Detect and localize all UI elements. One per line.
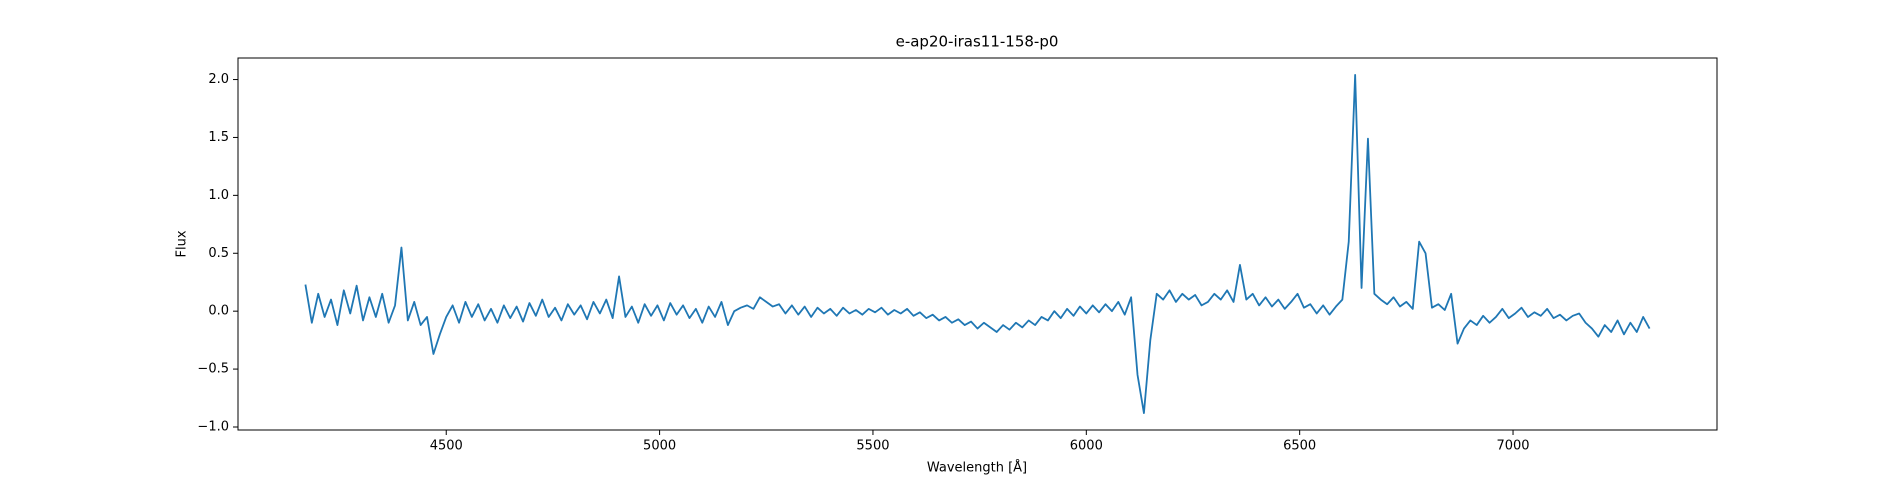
y-tick-label: −0.5 (197, 362, 229, 377)
y-axis-label: Flux (175, 230, 190, 257)
x-tick-label: 6500 (1283, 439, 1316, 454)
x-tick-label: 6000 (1070, 439, 1103, 454)
y-tick-label: −1.0 (197, 419, 229, 434)
x-tick-label: 4500 (430, 439, 463, 454)
y-tick-label: 1.5 (208, 130, 229, 145)
spectrum-line (304, 74, 1651, 414)
x-tick-label: 7000 (1496, 439, 1529, 454)
x-tick-label: 5500 (856, 439, 889, 454)
plot-frame (237, 57, 1718, 431)
y-tick-label: 1.0 (208, 188, 229, 203)
chart-title: e-ap20-iras11-158-p0 (896, 33, 1059, 51)
y-tick-label: 0.0 (208, 304, 229, 319)
y-tick-label: 2.0 (208, 72, 229, 87)
x-tick-label: 5000 (643, 439, 676, 454)
x-axis-label: Wavelength [Å] (927, 460, 1027, 476)
y-tick-label: 0.5 (208, 246, 229, 261)
